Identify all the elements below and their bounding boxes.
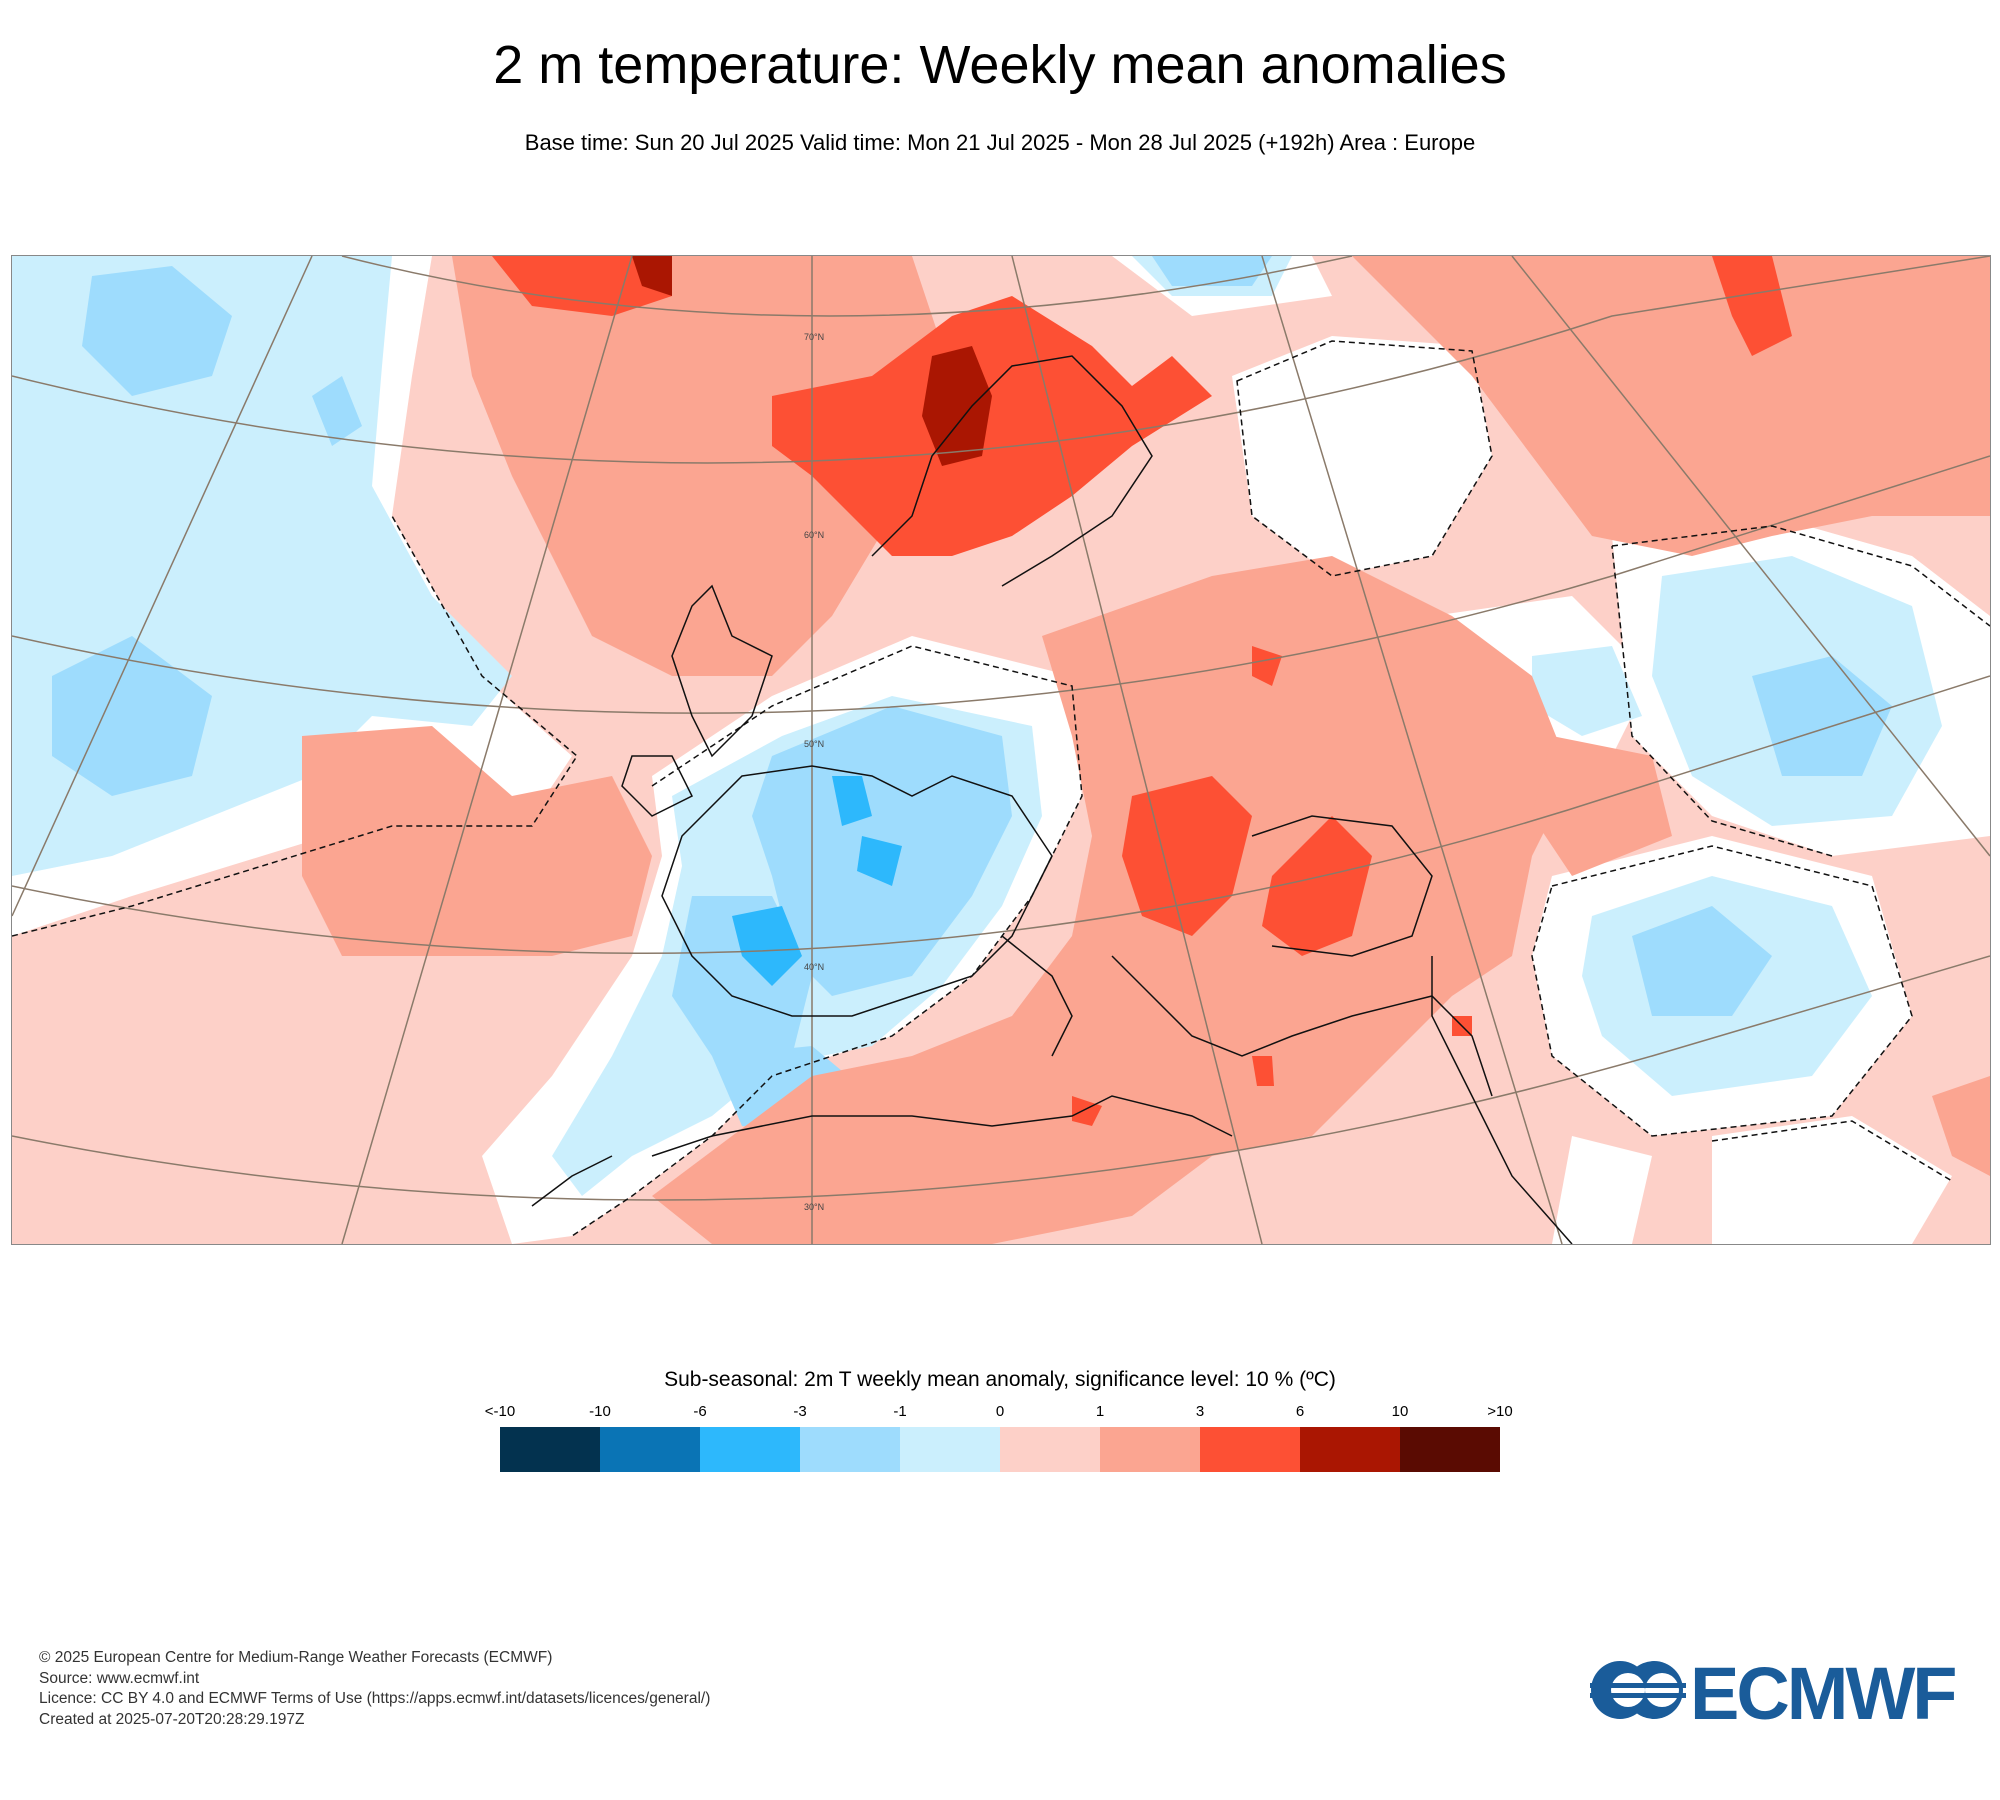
- legend-ticks: <-10 -10 -6 -3 -1 0 1 3 6 10 >10: [485, 1403, 1513, 1423]
- color-scale-bar: [500, 1427, 1500, 1472]
- legend-swatch: [900, 1427, 1000, 1472]
- legend-tick: 0: [995, 1403, 1005, 1420]
- legend-swatch: [800, 1427, 900, 1472]
- legend-tick: 1: [1095, 1403, 1105, 1420]
- lat-label: 30°N: [804, 1202, 824, 1212]
- legend-tick: <-10: [484, 1403, 516, 1420]
- legend-swatch: [500, 1427, 600, 1472]
- anomaly-map: 70°N 60°N 50°N 40°N 30°N: [11, 255, 1991, 1245]
- legend-tick: >10: [1487, 1403, 1513, 1420]
- chart-subtitle: Base time: Sun 20 Jul 2025 Valid time: M…: [524, 130, 1476, 155]
- warm-regions: [302, 256, 1990, 1244]
- copyright-line: © 2025 European Centre for Medium-Range …: [39, 1649, 553, 1666]
- legend-swatch: [1200, 1427, 1300, 1472]
- legend-swatch: [1400, 1427, 1500, 1472]
- licence-line: Licence: CC BY 4.0 and ECMWF Terms of Us…: [39, 1690, 711, 1707]
- legend-swatch: [700, 1427, 800, 1472]
- legend-tick: -3: [793, 1403, 807, 1420]
- legend-swatch: [600, 1427, 700, 1472]
- very-hot-regions: [632, 256, 992, 466]
- source-line: Source: www.ecmwf.int: [39, 1669, 200, 1687]
- lat-label: 40°N: [804, 962, 824, 972]
- hot-regions: [492, 256, 1792, 1126]
- ecmwf-logo-text: ECMWF: [1690, 1652, 1957, 1735]
- graticule: [12, 256, 1990, 1244]
- legend-tick: 6: [1295, 1403, 1305, 1420]
- legend-tick: -10: [589, 1403, 611, 1420]
- latitude-labels: 70°N 60°N 50°N 40°N 30°N: [804, 332, 824, 1212]
- strong-cold-regions: [732, 776, 902, 986]
- footer: © 2025 European Centre for Medium-Range …: [39, 1648, 710, 1730]
- map-canvas: 70°N 60°N 50°N 40°N 30°N: [12, 256, 1990, 1244]
- coastlines: [531, 355, 1573, 1244]
- legend-swatch: [1000, 1427, 1100, 1472]
- lat-label: 60°N: [804, 530, 824, 540]
- chart-title: 2 m temperature: Weekly mean anomalies: [493, 35, 1507, 95]
- legend-tick: -6: [693, 1403, 707, 1420]
- legend-swatch: [1300, 1427, 1400, 1472]
- created-line: Created at 2025-07-20T20:28:29.197Z: [39, 1710, 305, 1728]
- lat-label: 50°N: [804, 739, 824, 749]
- legend-tick: -1: [893, 1403, 907, 1420]
- legend-swatch: [1100, 1427, 1200, 1472]
- legend-tick: 3: [1195, 1403, 1205, 1420]
- significance-contours: [12, 340, 1990, 1237]
- legend-title: Sub-seasonal: 2m T weekly mean anomaly, …: [664, 1368, 1336, 1391]
- ecmwf-logo-icon: [1590, 1661, 1686, 1719]
- lat-label: 70°N: [804, 332, 824, 342]
- legend-tick: 10: [1391, 1403, 1409, 1420]
- ecmwf-logo: ECMWF: [1590, 1652, 1965, 1735]
